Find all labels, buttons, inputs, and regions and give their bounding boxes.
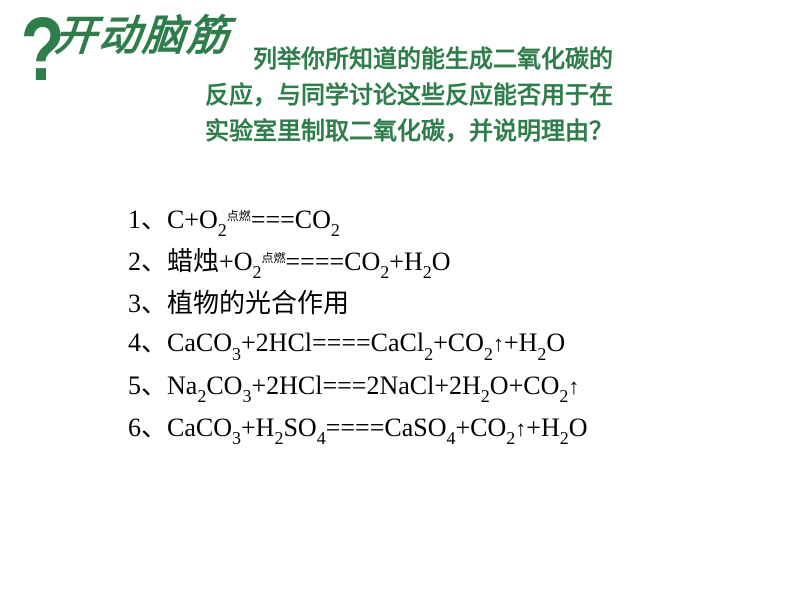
equation-item: 2、蜡烛+O2点燃====CO2+H2O (128, 242, 588, 284)
equation-item: 5、Na2CO3+2HCl===2NaCl+2H2O+CO2↑ (128, 366, 588, 408)
equation-item: 3、植物的光合作用 (128, 284, 588, 323)
question-line-1: 列举你所知道的能生成二氧化碳的 (205, 42, 735, 78)
equation-item: 6、CaCO3+H2SO4====CaSO4+CO2↑+H2O (128, 408, 588, 450)
question-line-2: 反应，与同学讨论这些反应能否用于在 (205, 78, 735, 114)
equation-item: 1、C+O2点燃===CO2 (128, 200, 588, 242)
question-text: 列举你所知道的能生成二氧化碳的 反应，与同学讨论这些反应能否用于在 实验室里制取… (205, 42, 735, 150)
equation-item: 4、CaCO3+2HCl====CaCl2+CO2↑+H2O (128, 323, 588, 365)
equations-list: 1、C+O2点燃===CO2 2、蜡烛+O2点燃====CO2+H2O 3、植物… (128, 200, 588, 450)
title-area: ? 开动脑筋 (15, 10, 231, 95)
question-line-3: 实验室里制取二氧化碳，并说明理由？ (205, 114, 735, 150)
